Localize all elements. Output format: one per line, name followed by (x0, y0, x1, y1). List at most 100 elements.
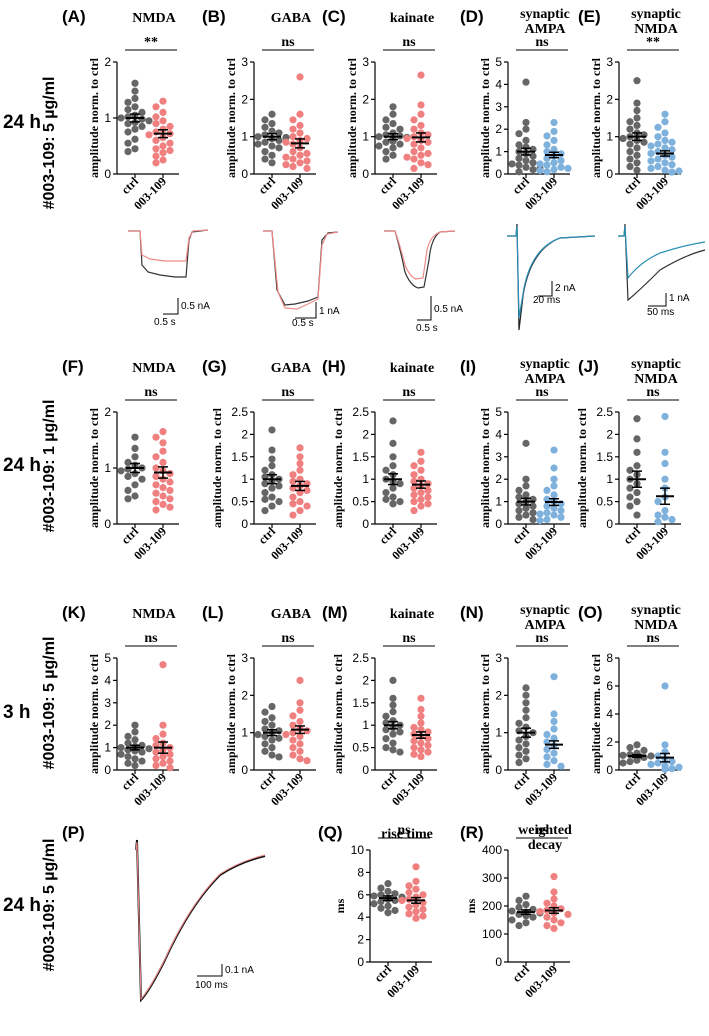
data-point (550, 464, 558, 472)
data-point (159, 492, 167, 500)
data-point (557, 762, 565, 770)
data-point (289, 116, 297, 124)
data-point (633, 498, 641, 506)
y-tick-label: 2.5 (231, 405, 248, 419)
data-point (410, 506, 418, 515)
data-point (124, 98, 132, 106)
data-point (296, 151, 304, 159)
data-point (543, 913, 551, 921)
data-point (543, 760, 551, 769)
data-point (389, 439, 397, 447)
data-point (377, 904, 385, 912)
data-point (626, 758, 634, 766)
y-tick-label: 5 (495, 405, 502, 419)
y-tick-label: 1 (495, 726, 502, 740)
panel-title: kainate (390, 11, 434, 26)
data-point (370, 892, 378, 900)
y-tick-label: 0 (104, 763, 111, 777)
data-point (375, 142, 383, 150)
data-point (543, 899, 551, 907)
data-point (661, 513, 669, 521)
data-point (633, 151, 641, 159)
data-point (303, 502, 311, 510)
x-category-label: ctrl (621, 524, 644, 547)
y-tick-label: 2.5 (596, 405, 613, 419)
trace-a-treat (128, 229, 209, 262)
data-point (261, 489, 269, 497)
panel-label-p: (P) (62, 823, 85, 842)
data-point (661, 459, 669, 468)
data-point (522, 156, 530, 165)
data-point (550, 475, 558, 483)
data-point (417, 101, 425, 109)
data-point (417, 502, 425, 510)
y-tick-label: 0 (606, 167, 613, 181)
data-point (515, 513, 523, 521)
data-point (159, 458, 167, 466)
y-tick-label: 2 (241, 427, 248, 441)
data-point (131, 135, 139, 143)
data-point (296, 747, 304, 755)
data-point (261, 155, 269, 163)
data-point (159, 752, 167, 761)
data-point (152, 464, 160, 472)
data-point (668, 765, 676, 773)
data-point (296, 466, 304, 474)
data-point (296, 717, 304, 726)
data-point (389, 110, 397, 118)
y-tick-label: 0 (495, 955, 502, 969)
panel-label: (J) (578, 357, 599, 376)
x-category-label: ctrl (377, 524, 400, 547)
data-point (410, 155, 418, 163)
data-point (289, 477, 297, 486)
data-point (550, 159, 558, 167)
data-point (152, 453, 160, 461)
data-point (124, 120, 132, 128)
data-point (296, 159, 304, 167)
data-point (138, 108, 146, 116)
data-point (647, 164, 655, 172)
trace-e-treat (618, 225, 706, 280)
data-point (626, 484, 634, 492)
y-tick-label: 1 (241, 130, 248, 144)
scale-c-time: 0.5 s (416, 323, 438, 334)
data-point (633, 77, 641, 85)
data-point (166, 757, 174, 765)
data-point (626, 466, 634, 474)
significance-label: ** (646, 35, 660, 50)
data-point (543, 486, 551, 494)
data-point (268, 455, 276, 463)
data-point (117, 744, 125, 752)
data-point (647, 752, 655, 760)
y-tick-label: 0 (606, 763, 613, 777)
data-point (261, 466, 269, 474)
data-point (124, 465, 132, 473)
data-point (261, 732, 269, 741)
data-point (289, 721, 297, 729)
data-point (424, 741, 432, 749)
y-tick-label: 4 (495, 427, 502, 441)
y-axis-title: amplitude norm. to ctrl (224, 653, 238, 774)
data-point (152, 761, 160, 770)
data-point (640, 138, 648, 146)
data-point (550, 118, 558, 127)
x-category-label: ctrl (621, 174, 644, 197)
scale-e-amp: 1 nA (669, 293, 690, 304)
data-point (138, 748, 146, 756)
y-tick-label: 1 (606, 130, 613, 144)
data-point (515, 154, 523, 162)
data-point (268, 484, 276, 492)
data-point (152, 489, 160, 497)
data-point (382, 138, 390, 146)
y-tick-label: 0.5 (596, 495, 613, 509)
data-point (424, 493, 432, 501)
data-point (389, 462, 397, 470)
data-point (508, 916, 516, 924)
panel-label: (M) (322, 603, 347, 622)
data-point (268, 736, 276, 744)
data-point (424, 486, 432, 494)
data-point (661, 136, 669, 144)
